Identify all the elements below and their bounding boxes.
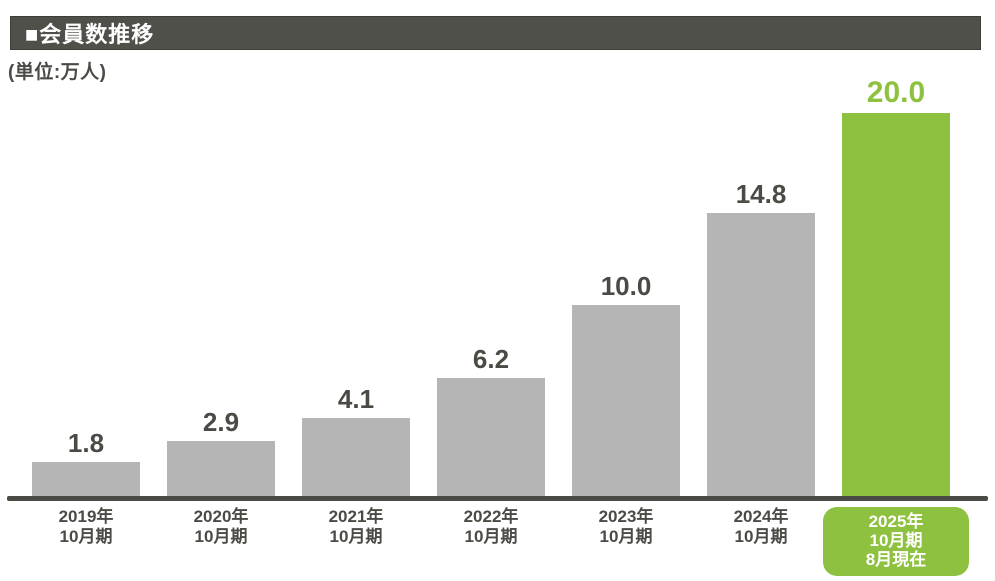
chart-title-bar: ■会員数推移 — [10, 16, 981, 50]
x-axis-label: 2022年 10月期 — [463, 507, 519, 546]
bar-value-label: 14.8 — [735, 178, 787, 209]
x-axis-label: 2024年 10月期 — [733, 507, 789, 546]
bar-column: 10.0 — [572, 113, 680, 497]
bar — [437, 378, 545, 497]
bar — [32, 462, 140, 497]
x-axis-label: 2021年 10月期 — [328, 507, 384, 546]
x-axis-label: 2025年 10月期 8月現在 — [823, 507, 969, 576]
bar-plot-area: 1.8 2.9 4.1 6.2 10.0 14.8 20.0 — [32, 77, 950, 497]
bar — [707, 212, 815, 497]
x-axis-label-highlight-pill: 2025年 10月期 8月現在 — [823, 507, 969, 576]
bar-column: 14.8 — [707, 113, 815, 497]
bar-column: 6.2 — [437, 113, 545, 497]
x-axis-label: 2023年 10月期 — [598, 507, 654, 546]
x-axis-labels: 2019年 10月期 2020年 10月期 2021年 10月期 2022年 10月期… — [32, 507, 969, 576]
bar-column: 4.1 — [302, 113, 410, 497]
bar — [302, 418, 410, 497]
page-title: ■会員数推移 — [25, 22, 155, 47]
bar-value-label: 2.9 — [202, 407, 240, 438]
x-axis-line — [7, 496, 988, 501]
bar-column: 20.0 — [842, 77, 950, 497]
bar-column: 2.9 — [167, 113, 275, 497]
bar-value-label: 6.2 — [472, 343, 510, 374]
bar-value-label: 20.0 — [866, 76, 926, 109]
bar-highlighted — [842, 113, 950, 497]
unit-label: (単位:万人) — [8, 62, 107, 83]
x-axis-label: 2019年 10月期 — [58, 507, 114, 546]
bar-value-label: 10.0 — [600, 271, 652, 301]
x-axis-label: 2020年 10月期 — [193, 507, 249, 546]
bar-value-label: 4.1 — [337, 384, 375, 415]
bar-column: 1.8 — [32, 113, 140, 497]
bar-value-label: 1.8 — [67, 428, 105, 459]
bar — [572, 305, 680, 497]
bar — [167, 441, 275, 497]
